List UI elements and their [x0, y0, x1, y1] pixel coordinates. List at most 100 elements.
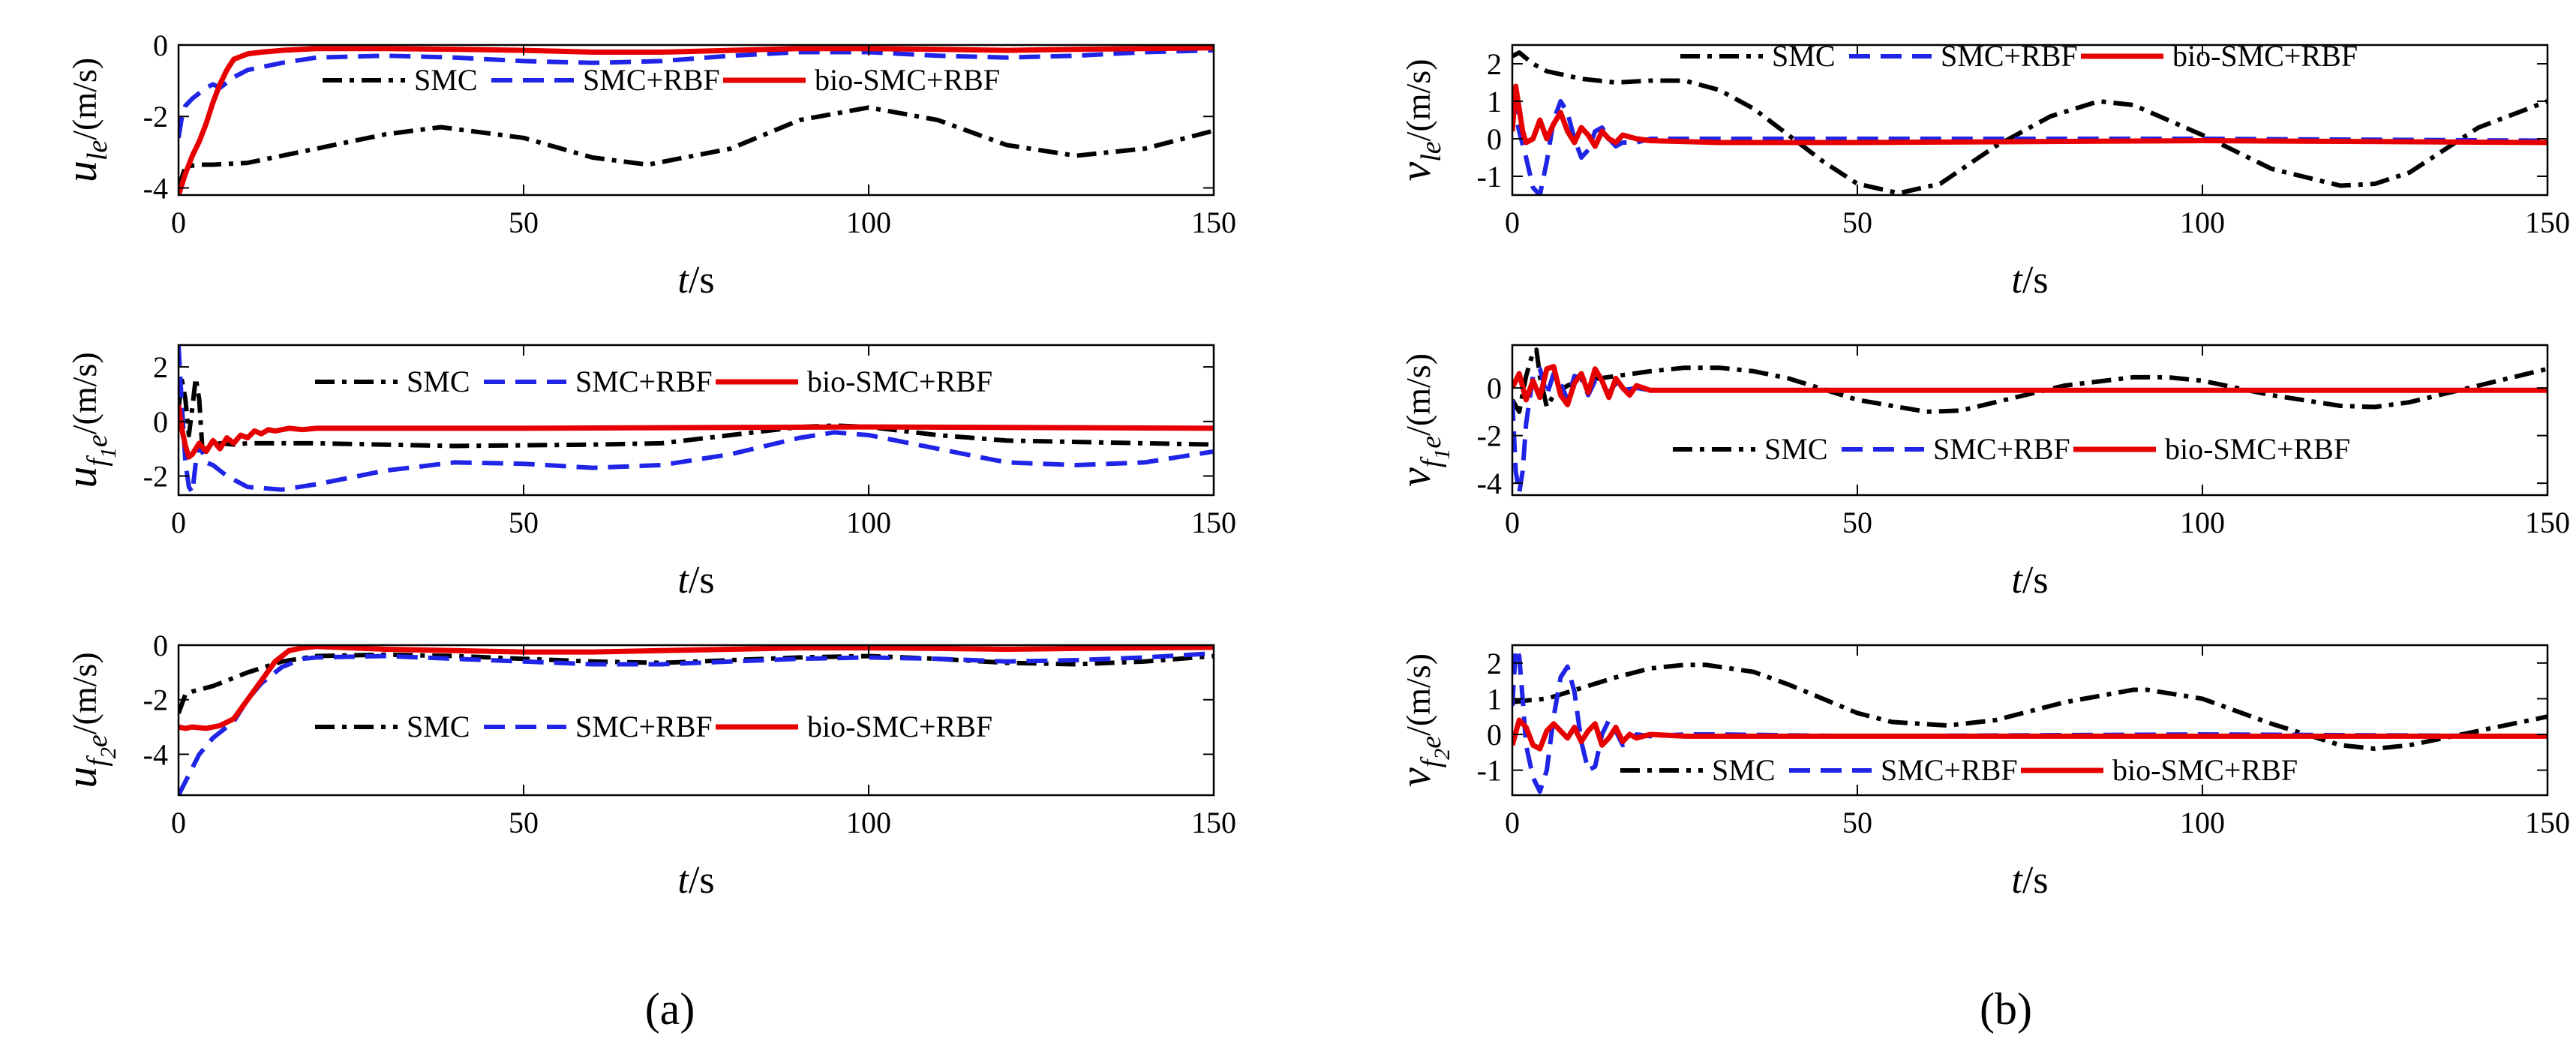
series-group: [1512, 50, 2547, 195]
x-tick-label: 150: [1191, 206, 1236, 239]
y-axis-label: uf2e/(m/s): [57, 652, 121, 788]
x-tick-label: 50: [509, 206, 539, 239]
x-tick-label: 150: [2525, 806, 2570, 839]
x-tick-label: 50: [509, 506, 539, 539]
x-tick-label: 100: [846, 506, 891, 539]
series-line-smc-plus-rbf: [179, 48, 1214, 139]
x-tick-label: 100: [846, 806, 891, 839]
x-tick-label: 0: [1505, 206, 1520, 239]
legend-label: SMC+RBF: [1941, 39, 2078, 73]
y-tick-label: 0: [153, 29, 168, 62]
x-tick-label: 50: [1842, 506, 1872, 539]
chart-u_le: 0 50 100 150 0 -2 -4 t/s ule/(m/s) SMC SMC+RBF bio-…: [57, 29, 1236, 302]
x-axis-label: t/s: [2011, 259, 2048, 302]
panel-label-b: (b): [1980, 984, 2032, 1034]
legend-label: bio-SMC+RBF: [2165, 432, 2350, 466]
series-line-smc-plus-rbf: [179, 650, 1214, 795]
legend-label: SMC: [1764, 432, 1828, 466]
legend: SMC SMC+RBF bio-SMC+RBF: [1680, 39, 2358, 73]
legend-label: SMC: [407, 710, 470, 743]
x-tick-label: 50: [1842, 206, 1872, 239]
x-tick-label: 100: [2180, 506, 2225, 539]
series-line-smc-plus-rbf: [1512, 93, 2547, 195]
legend-label: bio-SMC+RBF: [815, 63, 1000, 97]
y-tick-label: 2: [1487, 647, 1502, 680]
series-line-bio-smc-plus-rbf: [179, 404, 1214, 460]
legend: SMC SMC+RBF bio-SMC+RBF: [1620, 753, 2298, 787]
y-axis-label: vle/(m/s): [1391, 59, 1447, 181]
series-line-smc-plus-rbf: [1512, 366, 2547, 495]
x-tick-label: 0: [1505, 506, 1520, 539]
y-tick-label: 2: [153, 350, 168, 384]
chart-u_f2e: 0 50 100 150 0 -2 -4 t/s uf2e/(m/s) SMC SMC+RBF bio…: [57, 629, 1236, 902]
y-axis-label: vf2e/(m/s): [1391, 653, 1455, 787]
axes-frame: [177, 644, 1215, 797]
series-line-bio-smc-plus-rbf: [179, 45, 1214, 195]
series-group: [1512, 347, 2547, 495]
series-line-smc: [1512, 50, 2547, 195]
x-tick-label: 150: [2525, 506, 2570, 539]
y-tick-label: 0: [153, 405, 168, 439]
series-line-bio-smc-plus-rbf: [1512, 83, 2547, 149]
y-tick-label: 0: [1487, 718, 1502, 752]
x-tick-label: 50: [1842, 806, 1872, 839]
series-group: [179, 645, 1214, 795]
panel-label-a: (a): [645, 984, 695, 1034]
axes-frame: [177, 344, 1215, 497]
x-tick-label: 100: [846, 206, 891, 239]
y-tick-label: 0: [153, 629, 168, 662]
x-tick-label: 100: [2180, 206, 2225, 239]
legend-label: SMC: [1712, 753, 1776, 787]
legend-label: SMC+RBF: [575, 365, 713, 398]
legend: SMC SMC+RBF bio-SMC+RBF: [1673, 432, 2350, 466]
axes-frame: [1511, 644, 2549, 797]
legend-label: SMC: [407, 365, 470, 398]
legend: SMC SMC+RBF bio-SMC+RBF: [315, 710, 992, 743]
legend: SMC SMC+RBF bio-SMC+RBF: [315, 365, 992, 398]
series-line-bio-smc-plus-rbf: [1512, 717, 2547, 752]
y-tick-label: 0: [1487, 371, 1502, 405]
y-tick-label: -1: [1477, 754, 1502, 788]
series-line-smc: [1512, 347, 2547, 414]
y-axis-label: vf1e/(m/s): [1391, 353, 1455, 487]
x-tick-label: 150: [1191, 806, 1236, 839]
legend-label: SMC: [1772, 39, 1836, 73]
series-line-smc-plus-rbf: [179, 345, 1214, 495]
y-tick-label: 1: [1487, 682, 1502, 716]
series-line-smc: [179, 105, 1214, 189]
x-axis-label: t/s: [677, 559, 714, 602]
legend-label: SMC+RBF: [575, 710, 713, 743]
legend-label: bio-SMC+RBF: [807, 710, 992, 743]
y-tick-label: 0: [1487, 122, 1502, 156]
legend-label: bio-SMC+RBF: [807, 365, 992, 398]
x-tick-label: 0: [171, 506, 186, 539]
y-tick-label: 2: [1487, 47, 1502, 81]
series-group: [1512, 646, 2547, 794]
x-tick-label: 150: [2525, 206, 2570, 239]
legend: SMC SMC+RBF bio-SMC+RBF: [323, 63, 1000, 97]
axes-frame: [177, 44, 1215, 197]
chart-v_f1e: 0 50 100 150 0 -2 -4 t/s vf1e/(m/s) SMC SMC+RBF bio…: [1391, 344, 2570, 602]
series-group: [179, 45, 1214, 195]
series-group: [179, 345, 1214, 495]
y-tick-label: -4: [1477, 467, 1502, 500]
y-axis-label: ule/(m/s): [57, 58, 113, 182]
series-line-smc: [179, 375, 1214, 457]
x-tick-label: 50: [509, 806, 539, 839]
x-axis-label: t/s: [2011, 559, 2048, 602]
x-tick-label: 0: [171, 806, 186, 839]
x-axis-label: t/s: [2011, 859, 2048, 902]
x-axis-label: t/s: [677, 259, 714, 302]
x-axis-label: t/s: [677, 859, 714, 902]
legend-label: SMC+RBF: [1881, 753, 2018, 787]
y-tick-label: -2: [143, 460, 168, 494]
y-tick-label: -4: [143, 737, 168, 771]
x-tick-label: 0: [171, 206, 186, 239]
x-tick-label: 150: [1191, 506, 1236, 539]
legend-label: bio-SMC+RBF: [2172, 39, 2358, 73]
y-tick-label: -2: [1477, 419, 1502, 453]
